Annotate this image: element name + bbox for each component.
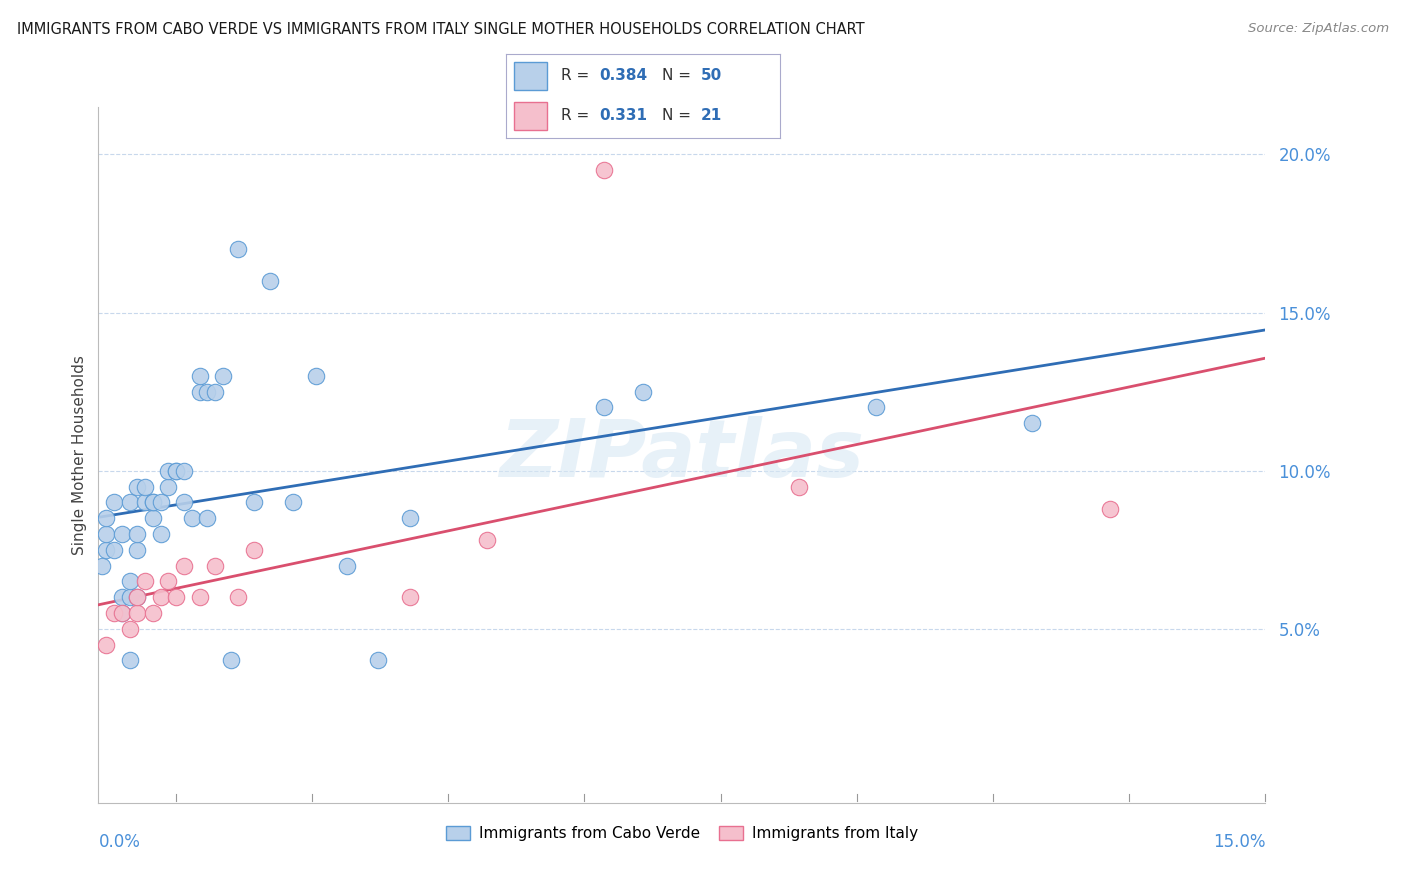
Point [281, 495, 304, 509]
Point [96, 542, 118, 557]
Point [157, 574, 180, 589]
Text: N =: N = [662, 108, 696, 123]
Point [631, 384, 654, 399]
Point [188, 368, 211, 383]
Point [91, 558, 114, 573]
Point [173, 558, 195, 573]
Text: 0.0%: 0.0% [98, 833, 141, 851]
Point [204, 558, 226, 573]
Text: Source: ZipAtlas.com: Source: ZipAtlas.com [1249, 22, 1389, 36]
Point [195, 384, 218, 399]
Point [243, 542, 266, 557]
Point [157, 464, 180, 478]
Point [165, 464, 187, 478]
Point [142, 495, 165, 509]
Point [367, 653, 389, 667]
Text: R =: R = [561, 108, 595, 123]
Point [127, 591, 149, 605]
Text: R =: R = [561, 69, 595, 84]
Point [111, 527, 134, 541]
Text: IMMIGRANTS FROM CABO VERDE VS IMMIGRANTS FROM ITALY SINGLE MOTHER HOUSEHOLDS COR: IMMIGRANTS FROM CABO VERDE VS IMMIGRANTS… [17, 22, 865, 37]
Point [398, 511, 420, 525]
Point [142, 606, 165, 620]
Point [398, 591, 420, 605]
Point [127, 591, 149, 605]
Legend: Immigrants from Cabo Verde, Immigrants from Italy: Immigrants from Cabo Verde, Immigrants f… [440, 820, 924, 847]
Text: 15.0%: 15.0% [1213, 833, 1265, 851]
Point [243, 495, 266, 509]
Point [477, 533, 499, 548]
Point [336, 558, 359, 573]
Point [593, 401, 616, 415]
Point [228, 591, 250, 605]
Point [1098, 501, 1121, 516]
Point [118, 653, 141, 667]
Point [118, 591, 141, 605]
Text: 0.331: 0.331 [599, 108, 647, 123]
Point [1021, 417, 1043, 431]
Point [134, 574, 156, 589]
Point [157, 479, 180, 493]
Y-axis label: Single Mother Households: Single Mother Households [72, 355, 87, 555]
Point [118, 495, 141, 509]
Point [142, 495, 165, 509]
Point [787, 479, 810, 493]
Point [149, 527, 172, 541]
Point [165, 464, 187, 478]
Point [111, 606, 134, 620]
Point [149, 591, 172, 605]
Point [173, 495, 195, 509]
Point [195, 511, 218, 525]
Point [111, 591, 134, 605]
Point [173, 464, 195, 478]
Point [142, 511, 165, 525]
Bar [515, 102, 547, 130]
Point [305, 368, 328, 383]
Point [149, 495, 172, 509]
Point [134, 495, 156, 509]
Point [127, 606, 149, 620]
Point [259, 274, 281, 288]
Point [188, 384, 211, 399]
Text: ZIPatlas: ZIPatlas [499, 416, 865, 494]
Bar [515, 62, 547, 90]
Text: 50: 50 [700, 69, 723, 84]
Point [96, 638, 118, 652]
Point [180, 511, 202, 525]
Point [219, 653, 242, 667]
Point [188, 591, 211, 605]
Point [96, 527, 118, 541]
Point [127, 527, 149, 541]
Point [111, 606, 134, 620]
Point [212, 368, 235, 383]
Point [204, 384, 226, 399]
Point [103, 542, 125, 557]
Point [865, 401, 887, 415]
Point [103, 606, 125, 620]
Point [593, 163, 616, 178]
Point [96, 511, 118, 525]
Point [118, 574, 141, 589]
Point [118, 622, 141, 636]
Point [228, 243, 250, 257]
Text: N =: N = [662, 69, 696, 84]
Point [134, 479, 156, 493]
Text: 21: 21 [700, 108, 723, 123]
Point [165, 591, 187, 605]
Point [103, 495, 125, 509]
Point [127, 479, 149, 493]
Point [127, 542, 149, 557]
Text: 0.384: 0.384 [599, 69, 648, 84]
